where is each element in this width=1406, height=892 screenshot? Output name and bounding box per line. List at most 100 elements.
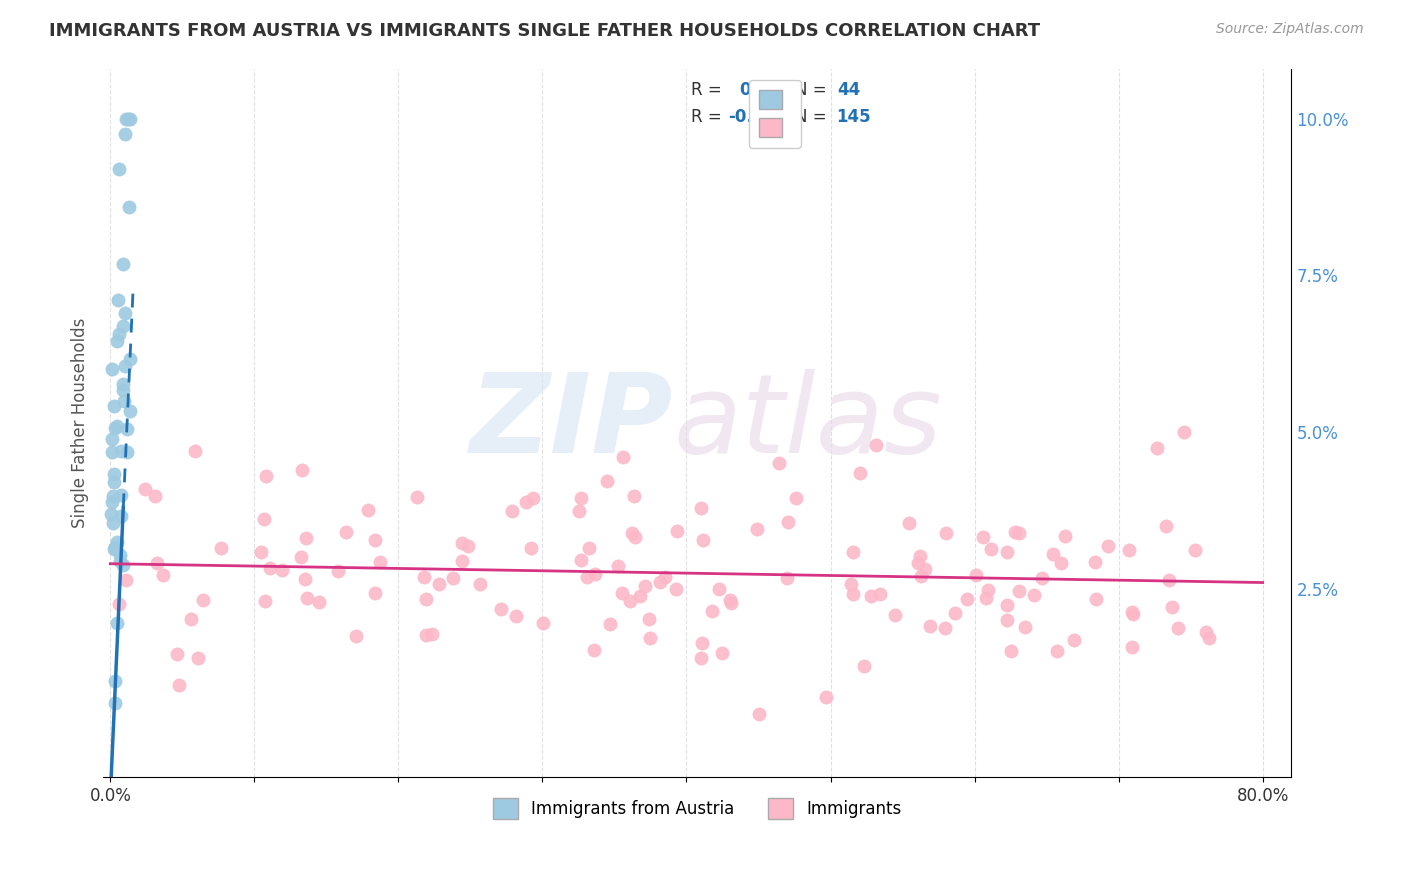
Point — [914, 561, 936, 575]
Point — [364, 533, 387, 547]
Point — [101, 432, 124, 446]
Point — [291, 463, 314, 477]
Point — [1154, 518, 1177, 533]
Point — [664, 582, 686, 596]
Point — [146, 556, 169, 570]
Point — [101, 516, 124, 530]
Point — [910, 549, 932, 563]
Point — [955, 591, 977, 606]
Point — [101, 495, 124, 509]
Point — [105, 534, 128, 549]
Point — [612, 450, 634, 465]
Point — [1161, 600, 1184, 615]
Point — [972, 530, 994, 544]
Point — [1122, 607, 1144, 621]
Point — [420, 627, 443, 641]
Y-axis label: Single Father Households: Single Father Households — [72, 318, 89, 528]
Point — [118, 404, 141, 418]
Point — [935, 526, 957, 541]
Point — [842, 545, 865, 559]
Point — [451, 554, 474, 568]
Point — [637, 612, 659, 626]
Point — [451, 535, 474, 549]
Point — [457, 539, 479, 553]
Point — [209, 541, 232, 555]
Point — [1053, 529, 1076, 543]
Point — [108, 554, 131, 568]
Point — [1184, 543, 1206, 558]
Point — [569, 491, 592, 505]
Point — [108, 548, 131, 562]
Point — [582, 642, 605, 657]
Point — [166, 648, 188, 662]
Point — [103, 542, 125, 557]
Point — [308, 595, 330, 609]
Point — [103, 489, 125, 503]
Point — [103, 475, 125, 490]
Point — [290, 549, 312, 564]
Point — [368, 555, 391, 569]
Point — [1121, 605, 1143, 619]
Text: R =: R = — [692, 108, 727, 126]
Point — [578, 541, 600, 556]
Point — [335, 524, 357, 539]
Point — [634, 579, 657, 593]
Point — [623, 489, 645, 503]
Text: 145: 145 — [837, 108, 870, 126]
Point — [1118, 542, 1140, 557]
Point — [575, 570, 598, 584]
Point — [105, 334, 128, 348]
Point — [842, 587, 865, 601]
Point — [785, 491, 807, 505]
Point — [776, 571, 799, 585]
Point — [415, 627, 437, 641]
Point — [567, 504, 589, 518]
Point — [1031, 570, 1053, 584]
Text: atlas: atlas — [673, 369, 942, 476]
Point — [169, 678, 191, 692]
Point — [254, 594, 277, 608]
Text: Source: ZipAtlas.com: Source: ZipAtlas.com — [1216, 22, 1364, 37]
Point — [640, 631, 662, 645]
Point — [934, 622, 956, 636]
Point — [152, 568, 174, 582]
Point — [980, 542, 1002, 557]
Point — [690, 651, 713, 665]
Point — [690, 635, 713, 649]
Point — [184, 443, 207, 458]
Point — [295, 591, 318, 605]
Point — [943, 606, 966, 620]
Point — [710, 646, 733, 660]
Text: IMMIGRANTS FROM AUSTRIA VS IMMIGRANTS SINGLE FATHER HOUSEHOLDS CORRELATION CHART: IMMIGRANTS FROM AUSTRIA VS IMMIGRANTS SI… — [49, 22, 1040, 40]
Point — [111, 384, 134, 398]
Point — [665, 524, 688, 538]
Point — [108, 326, 131, 341]
Point — [531, 615, 554, 630]
Point — [180, 612, 202, 626]
Point — [295, 532, 318, 546]
Point — [869, 587, 891, 601]
Point — [1000, 643, 1022, 657]
Point — [143, 489, 166, 503]
Point — [1008, 525, 1031, 540]
Point — [920, 618, 942, 632]
Point — [620, 525, 643, 540]
Point — [1014, 620, 1036, 634]
Point — [768, 456, 790, 470]
Point — [853, 659, 876, 673]
Point — [849, 466, 872, 480]
Point — [569, 553, 592, 567]
Point — [1157, 573, 1180, 587]
Point — [1085, 591, 1108, 606]
Point — [115, 422, 138, 436]
Point — [1198, 631, 1220, 645]
Point — [117, 112, 139, 126]
Point — [111, 558, 134, 573]
Point — [720, 596, 742, 610]
Point — [1084, 555, 1107, 569]
Point — [441, 571, 464, 585]
Point — [357, 503, 380, 517]
Point — [111, 257, 134, 271]
Point — [865, 437, 887, 451]
Point — [718, 593, 741, 607]
